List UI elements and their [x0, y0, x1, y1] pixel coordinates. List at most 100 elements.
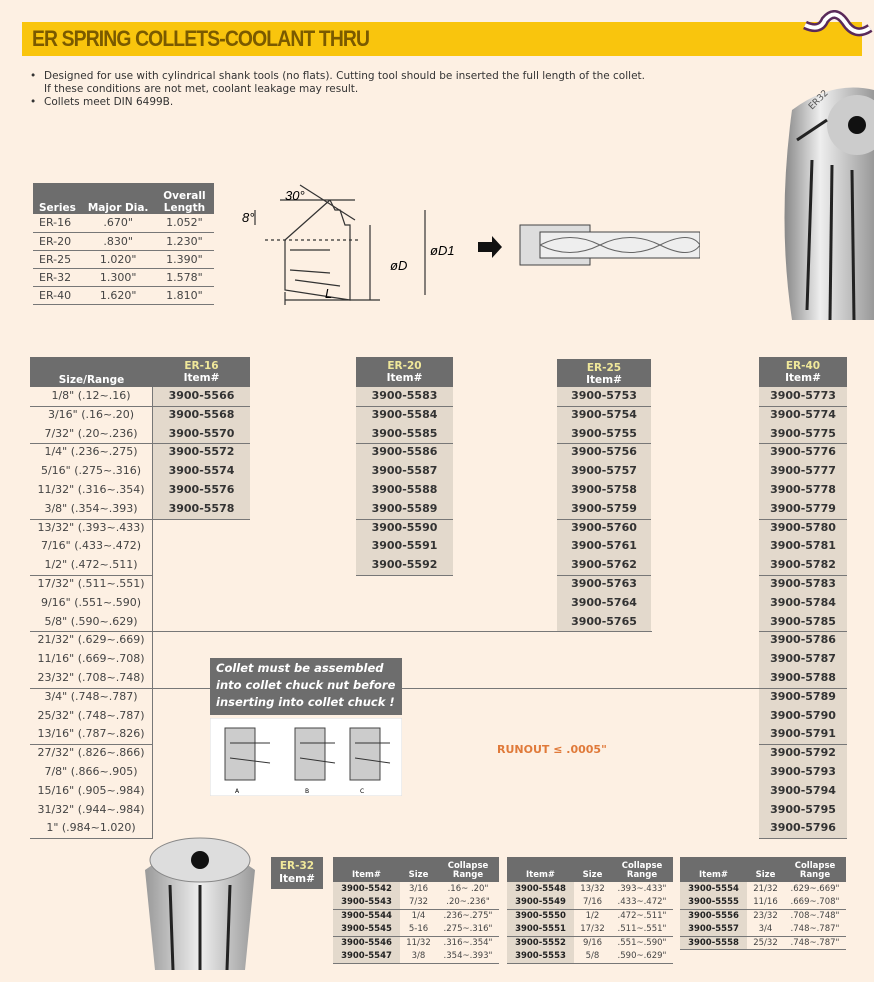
size-range-cell: 1/2" (.472~.511) [44, 558, 138, 572]
er32-item-label: Item# [279, 873, 315, 885]
er32-row: 3900-5557 3/4.748~.787" [680, 922, 846, 937]
er32-row: 3900-5550 1/2 .472~.511" [507, 909, 673, 923]
er32-cell: .275~.316" [437, 922, 499, 937]
header-row: Item# Size Collapse Range [507, 857, 673, 882]
er32-row: 3900-5558 25/32.748~.787" [680, 936, 846, 950]
angle-label: 8° [242, 210, 254, 225]
er32-cell: 9/16 [582, 938, 603, 948]
size-range-cell: 25/32" (.748~.787) [37, 708, 145, 722]
er32-cell: 11/32 [406, 938, 431, 948]
series-cell: ER-32 [33, 268, 82, 287]
row-divider [356, 518, 453, 520]
item-number-cell: 3900-5759 [557, 499, 651, 519]
row-divider [152, 631, 652, 633]
item-number-cell: 3900-5778 [759, 481, 847, 500]
series-table: Series Major Dia. Overall Length ER-16.670… [33, 183, 215, 305]
item-number-cell: 3900-5775 [759, 424, 847, 444]
er32-row: 3900-5544 1/4 .236~.275" [333, 909, 499, 923]
er32-cell: .590~.629" [611, 949, 673, 964]
size-range-cell: 1/4" (.236~.275) [44, 445, 138, 459]
item-number-cell: 3900-5760 [557, 518, 651, 538]
size-range-cell: 7/8" (.866~.905) [44, 765, 138, 778]
dimension-label: L [325, 286, 332, 301]
item-number-cell: 3900-5765 [557, 612, 651, 632]
size-range-cell: 13/16" (.787~.826) [37, 727, 145, 741]
er32-cell: .748~.787" [784, 936, 846, 950]
row-divider [557, 405, 651, 407]
item-number-cell: 3900-5784 [759, 593, 847, 613]
er32-row: 3900-5553 5/8.590~.629" [507, 949, 673, 964]
series-cell: ER-16 [33, 214, 82, 233]
series-cell: 1.810" [154, 286, 215, 305]
logo-swirl-icon [803, 10, 873, 37]
row-divider [356, 405, 453, 407]
step-label: B [305, 788, 309, 795]
column-series: ER-20 [387, 360, 422, 372]
row-divider [30, 744, 152, 746]
size-range-cell: 3/4" (.748~.787) [44, 689, 138, 703]
item-number-cell: 3900-5782 [759, 556, 847, 575]
row-divider [30, 405, 152, 407]
item-number-cell: 3900-5576 [153, 481, 250, 500]
item-number-cell: 3900-5583 [356, 387, 453, 406]
er32-cell: 5/8 [573, 949, 611, 964]
item-number-cell: 3900-5570 [153, 424, 250, 444]
er32-cell: 11/16 [746, 895, 784, 910]
er32-row: 3900-5552 9/16 .551~.590" [507, 936, 673, 950]
er32-cell: 3900-5548 [507, 882, 574, 896]
row-divider [759, 631, 847, 633]
er32-series: ER-32 [279, 860, 315, 872]
item-number-cell: 3900-5584 [356, 405, 453, 425]
er32-cell: 3900-5553 [507, 949, 574, 964]
er32-cell: 3900-5555 [680, 895, 747, 910]
dimension-label: øD [390, 258, 407, 273]
col-header: Collapse Range [611, 857, 673, 882]
item-number-cell: 3900-5774 [759, 405, 847, 425]
er32-cell: 3900-5550 [507, 909, 574, 923]
row-divider [759, 575, 847, 576]
item-number-cell: 3900-5755 [557, 424, 651, 444]
er32-cell: 3900-5551 [507, 922, 574, 937]
er32-cell: .748~.787" [784, 922, 846, 937]
size-range-cell: 21/32" (.629~.669) [37, 633, 145, 647]
col-header: Series [33, 183, 82, 214]
er32-cell: .20~.236" [437, 895, 499, 910]
er32-cell: 3900-5552 [507, 936, 574, 950]
dimension-label: øD1 [430, 243, 455, 258]
item-number-cell: 3900-5761 [557, 537, 651, 557]
er32-table: Item# Size Collapse Range 3900-5548 13/32.39… [507, 857, 673, 964]
er32-cell: .511~.551" [611, 922, 673, 937]
item-number-cell: 3900-5785 [759, 612, 847, 632]
er32-row: 3900-5556 23/32 .708~.748" [680, 909, 846, 923]
row-divider [759, 687, 847, 689]
row-divider [153, 443, 250, 445]
item-number-cell: 3900-5586 [356, 443, 453, 463]
col-header: Item# [507, 857, 574, 882]
row-divider [30, 631, 152, 633]
er32-row: 3900-5554 21/32 .629~.669" [680, 882, 846, 896]
item-number-cell: 3900-5794 [759, 781, 847, 801]
er32-cell: 25/32 [746, 936, 784, 950]
item-number-cell: 3900-5753 [557, 387, 651, 406]
row-divider [30, 838, 152, 840]
row-divider [759, 744, 847, 746]
er32-cell: .551~.590" [617, 938, 667, 948]
er32-cell: 3900-5544 [333, 909, 400, 923]
er32-cell: .393~.433" [617, 883, 667, 894]
row-divider [30, 443, 152, 445]
size-range-cell: 3/16" (.16~.20) [47, 407, 135, 421]
size-range-cell: 1/8" (.12~.16) [51, 389, 131, 402]
size-range-header: Size/Range [30, 357, 153, 387]
bullet-item: Collets meet DIN 6499B. [30, 96, 650, 109]
item-number-cell: 3900-5788 [759, 669, 847, 688]
item-number-cell: 3900-5790 [759, 706, 847, 726]
series-cell: 1.230" [154, 232, 215, 251]
row-divider [557, 518, 651, 520]
col-header: Collapse Range [437, 857, 499, 882]
row-divider [759, 838, 847, 840]
er32-cell: .354~.393" [437, 949, 499, 964]
column-label: Item# [586, 374, 622, 386]
series-cell: 1.620" [81, 286, 155, 305]
column-header-er-40: ER-40 Item# [759, 357, 847, 387]
item-number-cell: 3900-5754 [557, 405, 651, 425]
